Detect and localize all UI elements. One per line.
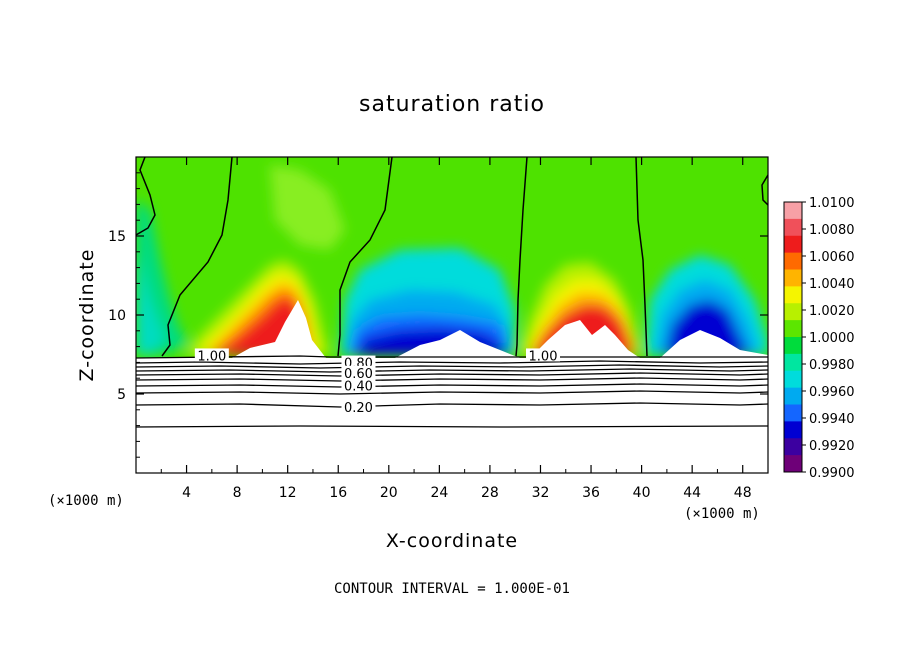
x-tick-label: 8 bbox=[233, 485, 242, 501]
colorbar-label: 1.0040 bbox=[809, 277, 855, 292]
contour-label-bg bbox=[341, 399, 376, 413]
colorbar-segment bbox=[784, 235, 802, 254]
colorbar-segment bbox=[784, 455, 802, 473]
colorbar-segment bbox=[784, 252, 802, 270]
colorbar-label: 0.9940 bbox=[809, 412, 855, 427]
saturation-field bbox=[136, 157, 768, 473]
y-tick-label: 10 bbox=[108, 308, 126, 324]
x-tick-label: 48 bbox=[734, 485, 752, 501]
x-tick-label: 12 bbox=[279, 485, 297, 501]
x-unit-left: (×1000 m) bbox=[48, 493, 124, 509]
contour-label: 1.00 bbox=[529, 349, 558, 364]
colorbar: 1.0100 1.0080 1.0060 1.0040 1.0020 1.0000 0.99… bbox=[783, 196, 855, 481]
x-tick-label: 32 bbox=[532, 485, 550, 501]
x-tick-label: 24 bbox=[430, 485, 448, 501]
colorbar-label: 0.9920 bbox=[809, 439, 855, 454]
x-tick-label: 44 bbox=[683, 485, 701, 501]
y-tick-label: 5 bbox=[117, 387, 126, 403]
colorbar-segment bbox=[784, 320, 802, 338]
y-axis-label: Z-coordinate bbox=[76, 249, 98, 382]
colorbar-segment bbox=[784, 269, 802, 287]
colorbar-segment bbox=[784, 353, 802, 372]
x-tick-label: 28 bbox=[481, 485, 499, 501]
colorbar-segment bbox=[784, 337, 802, 355]
contour-label: 1.00 bbox=[197, 349, 226, 364]
y-axis: 5 10 15 bbox=[108, 172, 768, 458]
colorbar-segment bbox=[784, 404, 802, 422]
colorbar-segment bbox=[784, 202, 802, 220]
colorbar-segment bbox=[784, 218, 802, 237]
colorbar-label: 1.0000 bbox=[809, 331, 855, 346]
colorbar-label: 1.0020 bbox=[809, 304, 855, 319]
colorbar-segment bbox=[784, 286, 802, 304]
contour-label: 0.40 bbox=[344, 379, 373, 394]
chart-title: saturation ratio bbox=[359, 92, 545, 117]
x-tick-label: 36 bbox=[582, 485, 600, 501]
x-tick-label: 40 bbox=[633, 485, 651, 501]
contour-label-bg bbox=[526, 348, 561, 362]
x-unit-right: (×1000 m) bbox=[684, 506, 760, 522]
colorbar-segment bbox=[784, 370, 802, 389]
y-tick-label: 15 bbox=[108, 229, 126, 245]
x-axis-label: X-coordinate bbox=[386, 530, 518, 552]
contour-label-bg bbox=[341, 355, 376, 369]
colorbar-label: 1.0080 bbox=[809, 223, 855, 238]
colorbar-label: 0.9980 bbox=[809, 358, 855, 373]
contour-label: 0.20 bbox=[344, 401, 373, 416]
colorbar-segment bbox=[784, 303, 802, 321]
colorbar-segment bbox=[784, 438, 802, 456]
x-tick-label: 4 bbox=[182, 485, 191, 501]
x-tick-label: 20 bbox=[380, 485, 398, 501]
contour-label: 0.60 bbox=[344, 367, 373, 382]
contour-label-bg bbox=[194, 348, 229, 362]
colorbar-label: 1.0060 bbox=[809, 250, 855, 265]
contour-labels: 1.00 0.800.600.400.201.00 bbox=[194, 348, 561, 416]
contour-label-bg bbox=[341, 365, 376, 379]
contour-interval: CONTOUR INTERVAL = 1.000E-01 bbox=[334, 581, 570, 597]
colorbar-segment bbox=[784, 421, 802, 439]
colorbar-label: 1.0100 bbox=[809, 196, 855, 211]
colorbar-label: 0.9900 bbox=[809, 466, 855, 481]
colorbar-segment bbox=[784, 387, 802, 405]
contour-label-bg bbox=[341, 378, 376, 392]
colorbar-label: 0.9960 bbox=[809, 385, 855, 400]
x-axis: 4 8 12 16 20 24 28 32 36 40 44 48 bbox=[160, 157, 752, 501]
x-tick-label: 16 bbox=[329, 485, 347, 501]
